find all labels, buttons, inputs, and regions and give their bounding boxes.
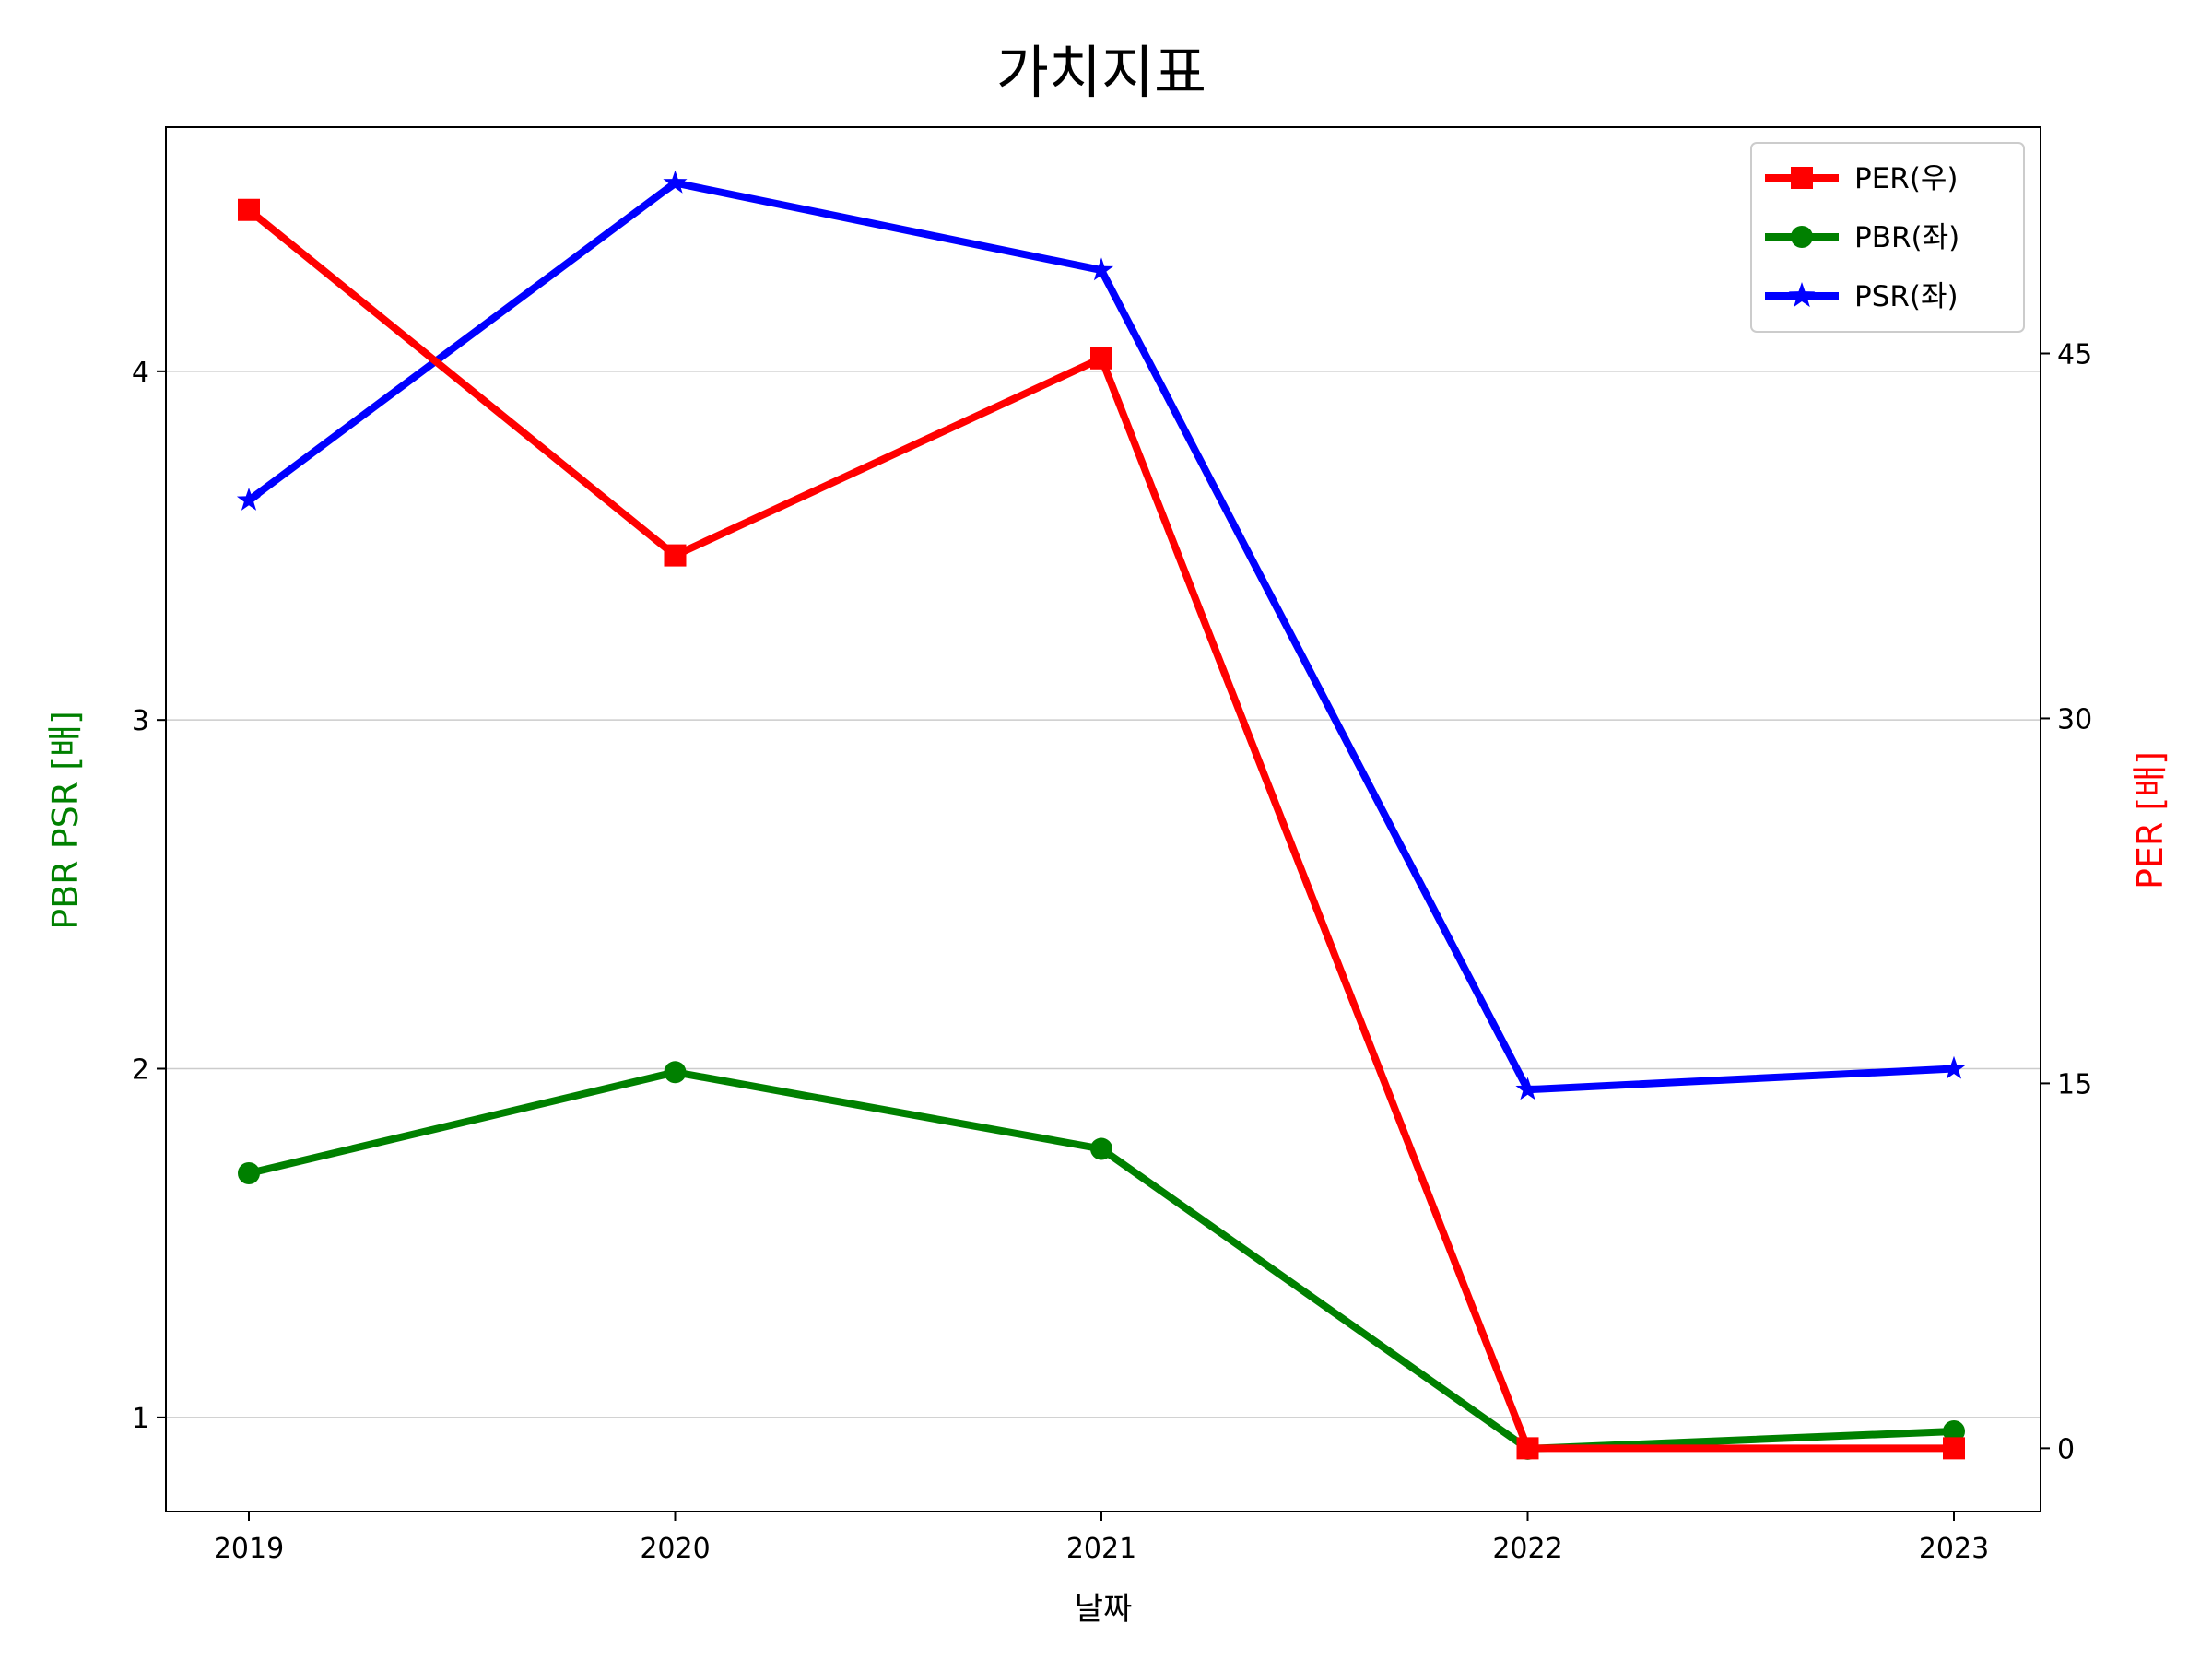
data-point	[1088, 257, 1114, 281]
data-point	[1516, 1437, 1539, 1460]
y-left-tick-label: 4	[132, 357, 149, 389]
legend-entry: PER(우)	[1765, 162, 1959, 195]
y-left-tick-label: 3	[132, 705, 149, 737]
x-tick-label: 2019	[214, 1533, 284, 1565]
y-left-tick-label: 1	[132, 1403, 149, 1435]
data-point	[664, 544, 687, 567]
data-point	[1943, 1437, 1965, 1460]
legend-label: PBR(좌)	[1854, 221, 1959, 254]
legend-entry: PSR(좌)	[1765, 280, 1959, 313]
legend-entry: PBR(좌)	[1765, 221, 1959, 254]
left-y-axis: 1 2 3 4	[132, 357, 166, 1435]
left-y-axis-label: PBR PSR [배]	[45, 711, 86, 930]
data-point	[238, 1162, 260, 1185]
x-axis-label: 날짜	[1075, 1591, 1133, 1628]
series-square	[238, 198, 1965, 1460]
legend-box	[1750, 142, 2025, 333]
data-point	[1515, 1077, 1540, 1100]
y-right-tick-label: 45	[2057, 338, 2092, 371]
y-left-tick-label: 2	[132, 1054, 149, 1087]
plot-frame	[165, 126, 2041, 1512]
series-layer	[236, 170, 1967, 1460]
data-point	[238, 198, 260, 221]
data-point	[1090, 1137, 1112, 1160]
data-point	[236, 488, 262, 511]
data-point	[1943, 1419, 1965, 1442]
right-y-axis: 0 15 30 45	[2041, 338, 2092, 1465]
data-point	[1941, 1055, 1967, 1079]
x-tick-label: 2020	[640, 1533, 710, 1565]
legend-marker	[1788, 282, 1816, 308]
data-point	[663, 170, 688, 194]
y-right-tick-label: 30	[2057, 703, 2092, 735]
legend-label: PSR(좌)	[1854, 280, 1959, 313]
legend: PER(우) PBR(좌) PSR(좌)	[1750, 142, 2025, 333]
x-axis: 2019 2020 2021 2022 2023	[214, 1512, 1989, 1565]
x-tick-label: 2022	[1492, 1533, 1562, 1565]
y-right-tick-label: 0	[2057, 1433, 2075, 1465]
legend-marker	[1791, 226, 1813, 248]
right-y-axis-label: PER [배]	[2130, 751, 2171, 889]
data-point	[1090, 347, 1112, 370]
chart-title: 가치지표	[996, 39, 1206, 106]
x-tick-label: 2021	[1066, 1533, 1136, 1565]
y-right-tick-label: 15	[2057, 1068, 2092, 1100]
data-point	[664, 1061, 687, 1084]
legend-marker	[1791, 167, 1813, 189]
legend-label: PER(우)	[1854, 162, 1959, 195]
series-star	[236, 170, 1967, 1100]
x-tick-label: 2023	[1919, 1533, 1989, 1565]
